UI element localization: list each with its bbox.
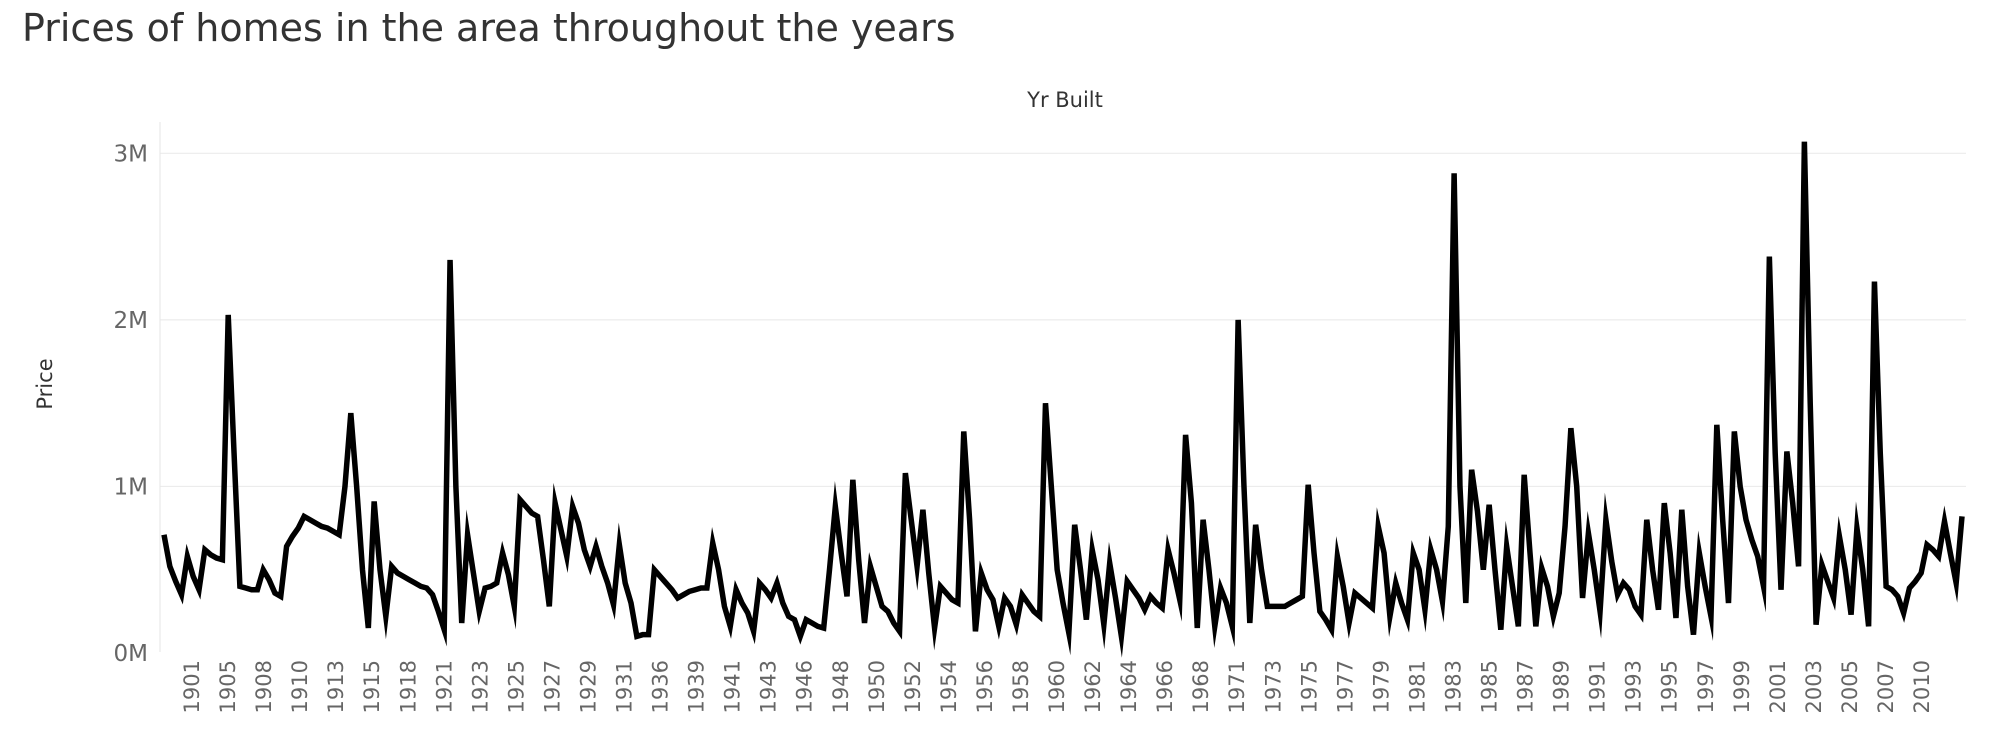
- x-axis-title: Yr Built: [1027, 88, 1103, 112]
- x-tick-label: 1946: [793, 660, 817, 713]
- x-tick-label: 1925: [504, 660, 528, 713]
- price-series-line: [161, 141, 1965, 658]
- chart-title: Prices of homes in the area throughout t…: [22, 6, 956, 50]
- x-tick-label: 1960: [1045, 660, 1069, 713]
- x-tick-label: 1964: [1117, 660, 1141, 713]
- x-tick-label: 1977: [1333, 660, 1357, 713]
- x-tick-label: 1939: [685, 660, 709, 713]
- x-tick-label: 1905: [216, 660, 240, 713]
- x-tick-label: 1956: [973, 660, 997, 713]
- x-tick-label: 1971: [1225, 660, 1249, 713]
- x-tick-label: 1941: [721, 660, 745, 713]
- x-tick-label: 1987: [1514, 660, 1538, 713]
- y-tick-label: 2M: [114, 308, 148, 334]
- y-tick-labels: 0M 1M 2M 3M: [114, 141, 148, 667]
- x-tick-label: 1915: [360, 660, 384, 713]
- gridlines: [160, 152, 1966, 488]
- x-tick-label: 2007: [1874, 660, 1898, 713]
- x-tick-label: 1979: [1369, 660, 1393, 713]
- x-tick-label: 2001: [1766, 660, 1790, 713]
- x-tick-label: 1991: [1586, 660, 1610, 713]
- x-tick-label: 1954: [937, 660, 961, 713]
- x-tick-label: 1983: [1441, 660, 1465, 713]
- x-tick-label: 2005: [1838, 660, 1862, 713]
- x-tick-label: 1910: [288, 660, 312, 713]
- x-tick-label: 1927: [540, 660, 564, 713]
- x-tick-label: 1913: [324, 660, 348, 713]
- x-tick-label: 1975: [1297, 660, 1321, 713]
- x-tick-label: 1997: [1694, 660, 1718, 713]
- x-tick-labels: 1901 1905 1908 1910 1913 1915 1918 1921 1923 1925…: [180, 660, 1934, 713]
- x-tick-label: 1952: [901, 660, 925, 713]
- x-tick-label: 1918: [396, 660, 420, 713]
- x-tick-label: 1908: [252, 660, 276, 713]
- x-tick-label: 1989: [1550, 660, 1574, 713]
- x-tick-label: 1929: [576, 660, 600, 713]
- x-tick-label: 1948: [829, 660, 853, 713]
- x-tick-label: 2010: [1910, 660, 1934, 713]
- y-tick-label: 0M: [114, 641, 148, 667]
- y-tick-label: 3M: [114, 141, 148, 167]
- x-tick-label: 1950: [865, 660, 889, 713]
- x-tick-label: 1931: [613, 660, 637, 713]
- x-tick-label: 1958: [1009, 660, 1033, 713]
- x-tick-label: 1968: [1189, 660, 1213, 713]
- x-tick-label: 1993: [1622, 660, 1646, 713]
- x-tick-label: 1995: [1658, 660, 1682, 713]
- x-tick-label: 1999: [1730, 660, 1754, 713]
- x-tick-label: 1973: [1261, 660, 1285, 713]
- series-group: [161, 141, 1965, 658]
- x-tick-label: 1981: [1405, 660, 1429, 713]
- x-tick-label: 1943: [757, 660, 781, 713]
- y-tick-label: 1M: [114, 474, 148, 500]
- x-tick-label: 1936: [649, 660, 673, 713]
- x-tick-label: 1962: [1081, 660, 1105, 713]
- x-tick-label: 1985: [1478, 660, 1502, 713]
- x-tick-label: 1921: [432, 660, 456, 713]
- x-tick-label: 1901: [180, 660, 204, 713]
- x-tick-label: 1923: [468, 660, 492, 713]
- x-tick-label: 2003: [1802, 660, 1826, 713]
- x-tick-label: 1966: [1153, 660, 1177, 713]
